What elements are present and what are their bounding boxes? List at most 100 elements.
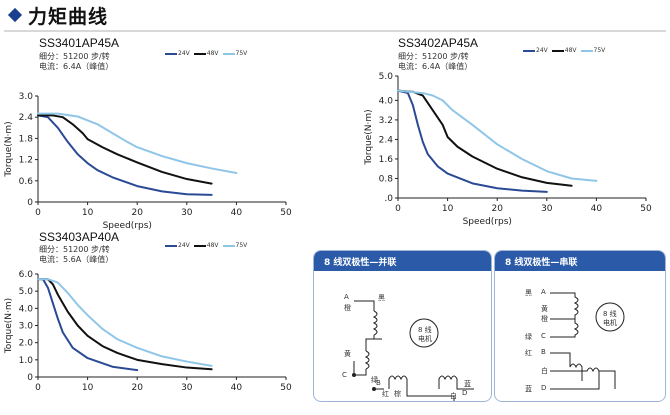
wiring-parallel-label-yellow: 黄	[344, 350, 351, 358]
chart-3-series-48v	[37, 278, 213, 371]
chart-3-svg: 0 1.0 2.0 3.0 4.0 5.0 6.0 0 10 20 30 40 50 Torque(N·m…	[4, 270, 292, 393]
chart-2-y-tick-label: .0	[384, 194, 393, 204]
chart-2-y-tick-label: 4.0	[379, 96, 394, 106]
wiring-series-label-orange: 橙	[541, 315, 548, 323]
chart-3-x-tick-label: 40	[231, 383, 243, 393]
chart-3-legend-75v: 75V	[222, 242, 247, 249]
chart-1: 0 0.6 1.2 1.8 2.4 3.0 0 10 20 30 40 50 Speed(rps) Tor…	[0, 66, 300, 231]
chart-2-x-tick-label: 0	[395, 204, 401, 214]
chart-1-spec-current: 电流：6.4A（峰值）	[39, 62, 114, 71]
chart-2-spec: 细分：51200 步/转 电流：6.4A（峰值）	[398, 52, 472, 72]
wiring-series-label-white: 白	[541, 367, 548, 375]
page-title-text: 力矩曲线	[28, 5, 109, 28]
wiring-parallel-label-c: C	[342, 371, 347, 379]
chart-2-x-tick-label: 10	[442, 204, 454, 214]
chart-1-series-75v	[37, 112, 238, 175]
chart-3-x-tick-label: 20	[131, 383, 143, 393]
chart-1-x-tick-label: 20	[131, 208, 143, 218]
wiring-series-motor-label2: 电机	[603, 319, 617, 327]
chart-1-y-tick-label: 0	[27, 198, 33, 208]
chart-1-series-24v	[37, 114, 213, 196]
chart-2-y-tick-label: 5.0	[379, 72, 394, 82]
chart-3-y-tick-label: 1.0	[19, 356, 34, 366]
title-divider	[4, 30, 666, 32]
wiring-parallel-panel: 8 线双极性—并联 A 橙 黑 黄 C	[313, 250, 492, 402]
diamond-bullet-icon	[7, 7, 23, 23]
chart-2-x-axis-label: Speed(rps)	[463, 217, 512, 227]
wiring-series-motor-label: 8 线	[603, 310, 617, 318]
wiring-parallel-label-brown: 棕	[394, 390, 401, 398]
chart-3-y-tick-label: 4.0	[19, 304, 34, 314]
wiring-series-label-d: D	[541, 384, 547, 392]
chart-2-legend-24v: 24V	[523, 47, 548, 54]
chart-1-legend-48v: 48V	[193, 50, 219, 57]
wiring-parallel-diagram: A 橙 黑 黄 C 绿 8 线 电机 红 B 棕 白 D 蓝	[314, 271, 491, 401]
chart-2-y-tick-label: 0.8	[379, 174, 394, 184]
chart-2-svg: .0 0.8 1.6 2.4 3.2 4.0 5.0 0 10 20 30 40 50 Speed(rps…	[364, 72, 652, 227]
wiring-parallel-label-b: B	[376, 379, 381, 387]
chart-3-spec: 细分：51200 步/转 电流：5.6A（峰值）	[39, 245, 113, 265]
chart-2-legend: 24V 48V 75V	[523, 47, 605, 54]
chart-1-x-tick-label: 30	[181, 208, 193, 218]
chart-2-x-tick-label: 50	[640, 204, 652, 214]
chart-2-x-tick-label: 20	[491, 204, 503, 214]
wiring-parallel-motor-label: 8 线	[418, 326, 432, 334]
wiring-parallel-label-orange: 橙	[344, 304, 351, 312]
chart-1-legend: 24V 48V 75V	[165, 50, 247, 57]
chart-3-y-tick-label: 6.0	[19, 270, 34, 280]
chart-2-series-75v	[397, 89, 598, 182]
chart-2-model: SS3402AP45A	[398, 36, 479, 50]
wiring-parallel-label-a: A	[344, 293, 349, 301]
chart-1-svg: 0 0.6 1.2 1.8 2.4 3.0 0 10 20 30 40 50 Speed(rps) Tor…	[4, 92, 292, 231]
wiring-parallel-motor-label2: 电机	[418, 335, 432, 343]
chart-2-legend-48v: 48V	[551, 47, 577, 54]
wiring-series-label-blue: 蓝	[525, 385, 532, 393]
wiring-series-title: 8 线双极性—串联	[495, 251, 665, 271]
wiring-series-diagram: 黑 A 黄 橙 绿 C 8 线 电机 红 B 白 蓝 D	[495, 271, 665, 401]
chart-3-model: SS3403AP40A	[39, 230, 120, 244]
wiring-series-label-b: B	[541, 348, 546, 356]
chart-2-x-tick-label: 30	[541, 204, 553, 214]
wiring-parallel-title: 8 线双极性—并联	[314, 251, 491, 271]
wiring-series-svg	[550, 292, 625, 390]
chart-2-spec-current: 电流：6.4A（峰值）	[398, 62, 473, 71]
chart-3-y-tick-label: 5.0	[19, 287, 34, 297]
chart-1-series-48v	[37, 114, 213, 185]
page-title: 力矩曲线	[6, 2, 108, 28]
chart-3-series-24v	[37, 278, 139, 372]
chart-3: 0 1.0 2.0 3.0 4.0 5.0 6.0 0 10 20 30 40 50 Torque(N·m…	[0, 262, 300, 412]
chart-1-y-tick-label: 1.2	[19, 156, 33, 166]
chart-3-spec-current: 电流：5.6A（峰值）	[39, 255, 114, 264]
chart-3-legend-24v: 24V	[165, 242, 190, 249]
chart-1-model: SS3401AP45A	[39, 36, 120, 50]
wiring-series-label-green: 绿	[525, 333, 532, 341]
chart-2-y-tick-label: 1.6	[379, 155, 394, 165]
chart-3-y-tick-label: 0	[27, 373, 33, 383]
chart-1-legend-75v: 75V	[222, 50, 247, 57]
chart-2-series-24v	[397, 89, 548, 193]
chart-3-x-tick-label: 0	[35, 383, 41, 393]
chart-1-spec-subdivision: 细分：51200 步/转	[39, 52, 110, 61]
chart-2-y-axis-label: Torque(N·m)	[364, 109, 374, 165]
chart-1-spec: 细分：51200 步/转 电流：6.4A（峰值）	[39, 52, 113, 72]
chart-1-x-tick-label: 50	[280, 208, 292, 218]
chart-1-x-axis-label: Speed(rps)	[103, 221, 152, 231]
wiring-parallel-label-black: 黑	[378, 294, 385, 302]
chart-1-x-tick-label: 0	[35, 208, 41, 218]
chart-2-x-tick-label: 40	[591, 204, 603, 214]
wiring-series-label-red: 红	[525, 349, 532, 357]
chart-3-x-tick-label: 50	[280, 383, 292, 393]
wiring-parallel-label-green: 绿	[371, 376, 378, 384]
chart-2-series-48v	[397, 89, 573, 187]
chart-3-series-75v	[37, 278, 213, 367]
chart-1-x-tick-label: 40	[231, 208, 243, 218]
wiring-parallel-label-white: 白	[450, 392, 457, 400]
chart-2-spec-subdivision: 细分：51200 步/转	[398, 52, 469, 61]
chart-3-x-tick-label: 30	[181, 383, 193, 393]
chart-3-legend: 24V 48V 75V	[165, 242, 247, 249]
chart-2-legend-75v: 75V	[580, 47, 605, 54]
wiring-series-label-black: 黑	[525, 289, 532, 297]
chart-3-legend-48v: 48V	[193, 242, 219, 249]
chart-1-legend-24v: 24V	[165, 50, 190, 57]
chart-1-x-tick-label: 10	[82, 208, 94, 218]
